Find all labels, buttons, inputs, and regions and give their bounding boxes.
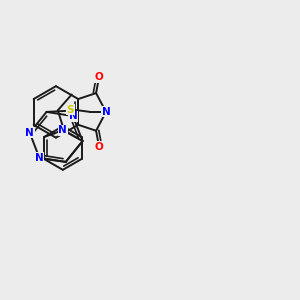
Text: O: O <box>95 142 103 152</box>
Text: N: N <box>58 125 67 135</box>
Text: O: O <box>95 72 103 82</box>
Text: N: N <box>35 153 44 163</box>
Text: N: N <box>25 128 34 138</box>
Text: N: N <box>69 111 77 121</box>
Text: S: S <box>67 105 74 115</box>
Text: N: N <box>102 107 110 117</box>
